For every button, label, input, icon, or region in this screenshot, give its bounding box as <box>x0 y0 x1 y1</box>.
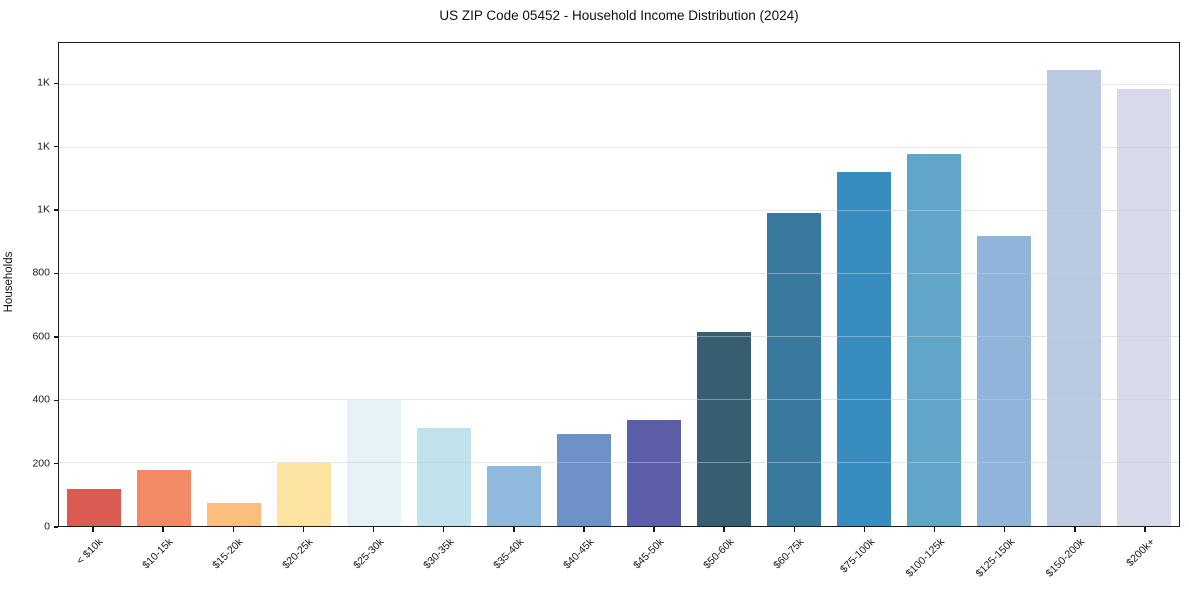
bar-slot <box>759 43 829 526</box>
x-tick-mark <box>583 527 585 532</box>
bar-slot <box>59 43 129 526</box>
chart-title: US ZIP Code 05452 - Household Income Dis… <box>439 8 799 23</box>
x-tick-label-$15-20k: $15-20k <box>210 536 246 572</box>
x-tick-label-$125-150k: $125-150k <box>973 536 1018 580</box>
bar-$15-20k <box>207 502 261 526</box>
y-tick-label: 1K <box>37 140 50 153</box>
plot-area <box>58 42 1180 527</box>
x-tick-label-$200k+: $200k+ <box>1124 536 1158 570</box>
y-tick-mark <box>54 526 58 528</box>
bar-slot <box>1109 43 1179 526</box>
bar-slot <box>409 43 479 526</box>
y-tick-label: 1K <box>37 76 50 89</box>
x-tick-label-$150-200k: $150-200k <box>1043 536 1088 580</box>
x-tick-label-$10-15k: $10-15k <box>140 536 176 572</box>
x-tick-label-$25-30k: $25-30k <box>350 536 387 572</box>
bar-$40-45k <box>557 434 611 526</box>
x-tick-label-$60-75k: $60-75k <box>771 536 807 572</box>
x-tick-mark <box>302 527 305 532</box>
x-tick-mark <box>372 527 375 532</box>
y-tick-label: 0 <box>44 520 50 533</box>
y-axis-tick-labels: 0 200 400 600 800 1K 1K 1K <box>0 42 50 532</box>
bar-slot <box>339 43 409 526</box>
y-tick-mark <box>54 272 58 275</box>
bar-$35-40k <box>487 466 541 526</box>
bar-$100-125k <box>907 153 961 526</box>
bar-slot <box>1039 43 1109 526</box>
x-tick-mark <box>1144 527 1146 532</box>
y-tick-label: 600 <box>32 330 50 343</box>
bar-$50-60k <box>697 331 751 526</box>
x-tick-label-$75-100k: $75-100k <box>837 536 877 576</box>
bar-slot <box>479 43 549 526</box>
x-tick-mark <box>92 527 94 532</box>
x-tick-mark <box>863 527 866 532</box>
bar-slot <box>689 43 759 526</box>
bar-slot <box>269 43 339 526</box>
x-axis-tick-marks <box>58 527 1180 533</box>
x-tick-mark <box>232 527 234 532</box>
x-tick-mark <box>723 527 725 532</box>
bar-$45-50k <box>627 420 681 526</box>
x-tick-label-$50-60k: $50-60k <box>701 536 737 572</box>
y-tick-mark <box>54 82 58 84</box>
y-tick-mark <box>54 336 58 338</box>
bar-$60-75k <box>767 213 821 526</box>
y-tick-mark <box>54 399 58 401</box>
y-tick-mark <box>54 145 58 148</box>
bar-slot <box>969 43 1039 526</box>
bars-container <box>59 43 1179 526</box>
y-tick-mark <box>54 462 58 465</box>
bar-$150-200k <box>1047 69 1101 526</box>
x-axis-tick-labels: < $10k $10-15k $15-20k $20-25k $25-30k $30-35… <box>58 534 1180 590</box>
x-tick-label-$30-35k: $30-35k <box>420 536 457 572</box>
bar-$30-35k <box>417 428 471 526</box>
y-tick-label: 1K <box>37 203 50 216</box>
x-tick-label-$35-40k: $35-40k <box>490 536 527 572</box>
bar-slot <box>549 43 619 526</box>
x-tick-mark <box>162 527 164 532</box>
x-tick-label-$40-45k: $40-45k <box>561 536 597 572</box>
bar-slot <box>619 43 689 526</box>
x-tick-mark <box>442 527 445 532</box>
bar-slot <box>829 43 899 526</box>
x-tick-label-$45-50k: $45-50k <box>631 536 667 572</box>
bar-$200k+ <box>1117 88 1171 526</box>
x-tick-mark <box>1003 527 1006 532</box>
x-tick-label-$20-25k: $20-25k <box>280 536 316 572</box>
x-tick-mark <box>513 527 515 532</box>
x-tick-mark <box>933 527 936 532</box>
x-tick-mark <box>793 527 795 532</box>
y-axis-tick-marks <box>54 42 58 528</box>
y-tick-label: 200 <box>32 457 50 470</box>
x-tick-label-$100-125k: $100-125k <box>903 536 948 580</box>
bar-slot <box>129 43 199 526</box>
y-tick-mark <box>54 209 58 211</box>
bar-$125-150k <box>977 235 1031 526</box>
y-tick-label: 800 <box>32 266 50 279</box>
bar-$25-30k <box>347 399 401 526</box>
x-tick-label-< $10k: < $10k <box>74 536 106 567</box>
x-tick-mark <box>1074 527 1076 532</box>
bar-$75-100k <box>837 172 891 526</box>
bar-$10-15k <box>137 469 191 526</box>
x-tick-mark <box>653 527 655 532</box>
y-tick-label: 400 <box>32 393 50 406</box>
bar-< $10k <box>67 488 121 526</box>
bar-slot <box>899 43 969 526</box>
bar-slot <box>199 43 269 526</box>
bar-$20-25k <box>277 462 331 526</box>
